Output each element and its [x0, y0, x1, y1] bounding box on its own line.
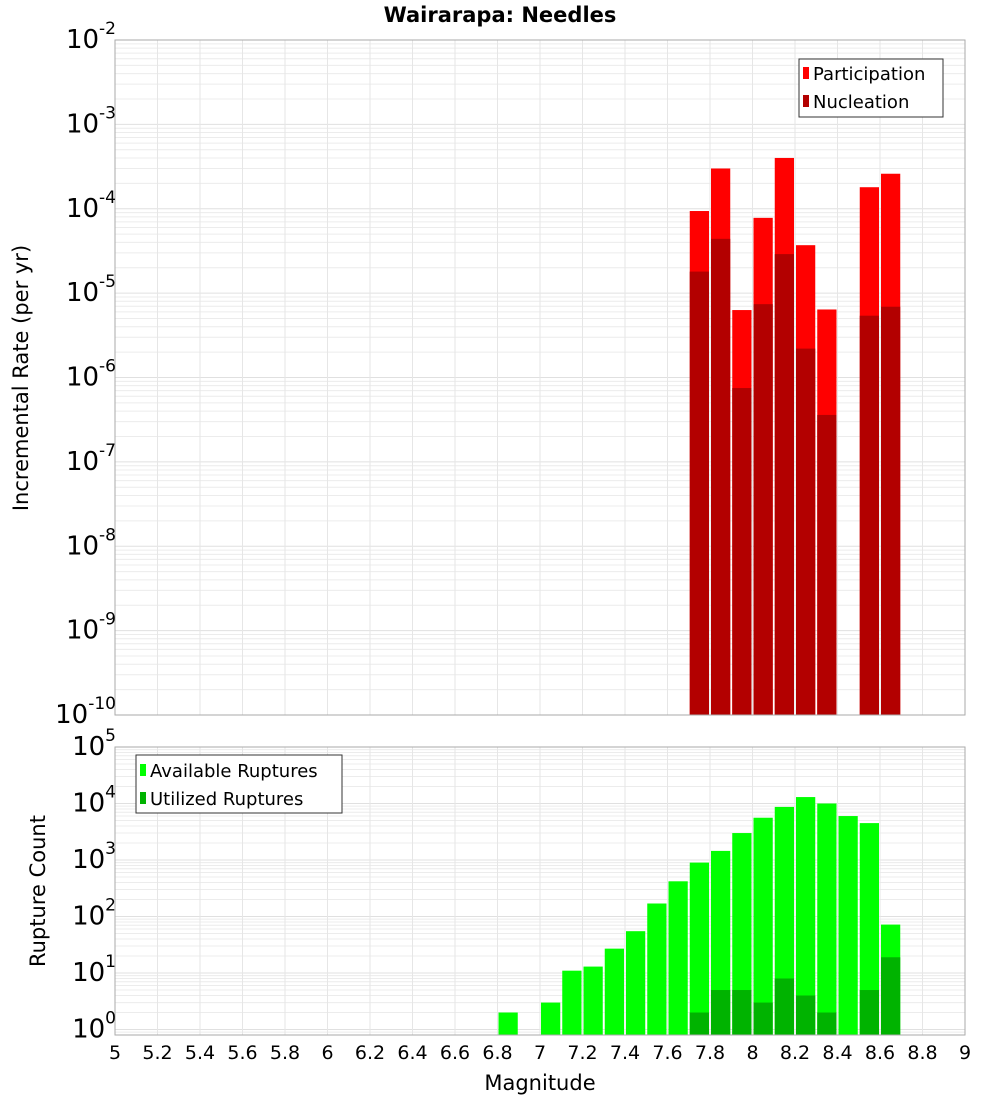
- available-ruptures-bar: [817, 803, 837, 1035]
- available-ruptures-bar: [753, 817, 773, 1035]
- x-tick-label: 6.4: [397, 1042, 427, 1064]
- x-tick-label: 8: [746, 1042, 758, 1064]
- y-tick-label: 101: [72, 952, 116, 988]
- y-tick-label: 104: [72, 783, 116, 819]
- nucleation-bar: [732, 388, 752, 715]
- available-ruptures-bar: [668, 881, 688, 1035]
- utilized-ruptures-bar: [774, 978, 794, 1035]
- utilized-ruptures-bar: [753, 1002, 773, 1035]
- x-tick-label: 9: [959, 1042, 971, 1064]
- x-tick-label: 5.8: [270, 1042, 300, 1064]
- y-tick-label: 10-2: [66, 19, 116, 55]
- x-tick-label: 7.4: [610, 1042, 640, 1064]
- legend-label-available: Available Ruptures: [150, 761, 318, 782]
- y-tick-label: 10-10: [55, 694, 116, 730]
- y-tick-label: 10-8: [66, 525, 116, 561]
- x-tick-labels: 5 5.2 5.4 5.6 5.8 6 6.2 6.4 6.6 6.8 7 7.2 7.4 7.6 7.8 8…: [109, 1042, 971, 1064]
- available-ruptures-bar: [498, 1012, 518, 1035]
- y-tick-label: 10-4: [66, 188, 116, 224]
- nucleation-bar: [859, 315, 879, 715]
- utilized-ruptures-bar: [796, 995, 816, 1035]
- top-plot-grid: [114, 40, 966, 716]
- x-tick-label: 5.6: [227, 1042, 257, 1064]
- y-tick-label: 105: [72, 726, 116, 762]
- top-y-axis-label: Incremental Rate (per yr): [9, 245, 33, 511]
- bottom-plot-frame: [114, 746, 966, 1036]
- legend-label-nucleation: Nucleation: [813, 92, 909, 113]
- available-ruptures-bar: [604, 948, 624, 1035]
- top-plot-bars: [689, 157, 901, 716]
- nucleation-bar: [796, 348, 816, 715]
- available-ruptures-bar: [774, 806, 794, 1035]
- x-tick-label: 5.2: [142, 1042, 172, 1064]
- available-ruptures-bar: [711, 850, 731, 1035]
- nucleation-bar: [774, 254, 794, 715]
- x-tick-label: 8.6: [865, 1042, 895, 1064]
- nucleation-bar: [711, 238, 731, 715]
- top-y-tick-labels: 10-10 10-9 10-8 10-7 10-6 10-5 10-4 10-3 10-2: [55, 19, 116, 730]
- y-tick-label: 10-3: [66, 103, 116, 139]
- y-tick-label: 10-6: [66, 357, 116, 393]
- x-tick-label: 6: [321, 1042, 333, 1064]
- legend-swatch-utilized: [140, 792, 146, 804]
- x-tick-label: 5: [109, 1042, 121, 1064]
- legend-label-participation: Participation: [813, 64, 925, 85]
- x-tick-label: 8.8: [907, 1042, 937, 1064]
- legend-label-utilized: Utilized Ruptures: [150, 789, 303, 810]
- bottom-legend: Available Ruptures Utilized Ruptures: [135, 754, 343, 814]
- x-axis-label: Magnitude: [484, 1071, 595, 1095]
- utilized-ruptures-bar: [859, 990, 879, 1035]
- chart-title: Wairarapa: Needles: [384, 3, 617, 27]
- y-tick-label: 10-5: [66, 272, 116, 308]
- utilized-ruptures-bar: [732, 990, 752, 1035]
- x-tick-label: 6.8: [482, 1042, 512, 1064]
- x-tick-label: 8.2: [780, 1042, 810, 1064]
- legend-swatch-participation: [803, 67, 809, 79]
- available-ruptures-bar: [647, 903, 667, 1035]
- available-ruptures-bar: [689, 862, 709, 1035]
- bottom-plot-bars: [498, 797, 901, 1035]
- top-legend: Participation Nucleation: [798, 58, 944, 118]
- available-ruptures-bar: [859, 823, 879, 1035]
- legend-swatch-nucleation: [803, 95, 809, 107]
- available-ruptures-bar: [732, 833, 752, 1035]
- utilized-ruptures-bar: [711, 990, 731, 1035]
- legend-swatch-available: [140, 764, 146, 776]
- nucleation-bar: [689, 271, 709, 715]
- nucleation-bar: [881, 306, 901, 715]
- x-tick-label: 6.2: [355, 1042, 385, 1064]
- x-tick-label: 7.2: [567, 1042, 597, 1064]
- utilized-ruptures-bar: [881, 957, 901, 1035]
- y-tick-label: 100: [72, 1009, 116, 1045]
- nucleation-bar: [753, 304, 773, 715]
- bottom-y-axis-label: Rupture Count: [26, 815, 50, 967]
- x-tick-label: 5.4: [185, 1042, 215, 1064]
- utilized-ruptures-bar: [817, 1012, 837, 1035]
- y-tick-label: 10-9: [66, 610, 116, 646]
- x-tick-label: 7: [534, 1042, 546, 1064]
- x-tick-label: 6.6: [440, 1042, 470, 1064]
- x-tick-label: 7.6: [652, 1042, 682, 1064]
- y-tick-label: 103: [72, 839, 116, 875]
- available-ruptures-bar: [838, 816, 858, 1035]
- available-ruptures-bar: [796, 797, 816, 1035]
- available-ruptures-bar: [562, 970, 582, 1035]
- utilized-ruptures-bar: [689, 1012, 709, 1035]
- top-plot-frame: [114, 39, 966, 716]
- bottom-y-tick-labels: 100 101 102 103 104 105: [72, 726, 116, 1045]
- x-tick-label: 8.4: [822, 1042, 852, 1064]
- available-ruptures-bar: [626, 931, 646, 1035]
- available-ruptures-bar: [541, 1002, 561, 1035]
- available-ruptures-bar: [583, 966, 603, 1035]
- nucleation-bar: [817, 414, 837, 715]
- y-tick-label: 10-7: [66, 441, 116, 477]
- x-tick-label: 7.8: [695, 1042, 725, 1064]
- y-tick-label: 102: [72, 896, 116, 932]
